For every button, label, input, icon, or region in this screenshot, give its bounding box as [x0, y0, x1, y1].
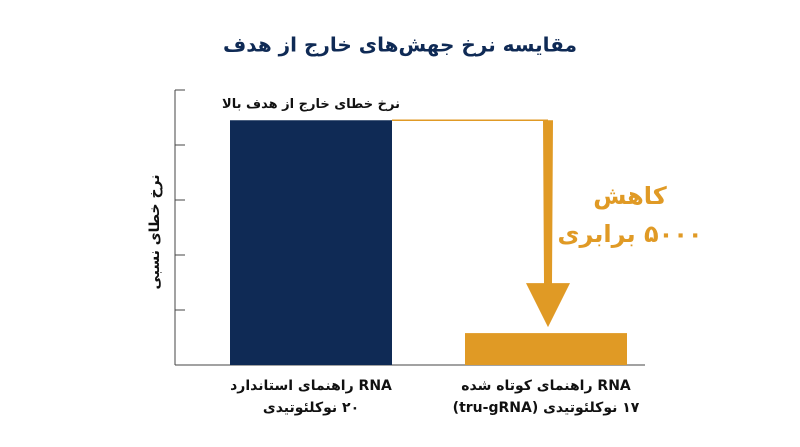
- arrow: [526, 120, 570, 328]
- bar: [230, 120, 392, 365]
- annotation: نرخ خطای خارج از هدف بالا: [222, 97, 400, 112]
- x-tick-label: RNA راهنمای استاندارد: [230, 378, 392, 394]
- y-axis-label: نرخ خطای نسبی: [147, 174, 163, 289]
- chart-title: مقایسه نرخ جهش‌های خارج از هدف: [223, 33, 577, 57]
- annotation: ۵۰۰۰ برابری: [557, 220, 702, 248]
- bar: [465, 333, 627, 365]
- annotation: کاهش: [593, 182, 667, 210]
- x-tick-label: ۱۷ نوکلئوتیدی (tru-gRNA): [453, 400, 640, 416]
- x-tick-label: RNA راهنمای کوتاه شده: [461, 378, 631, 394]
- x-tick-label: ۲۰ نوکلئوتیدی: [263, 400, 359, 416]
